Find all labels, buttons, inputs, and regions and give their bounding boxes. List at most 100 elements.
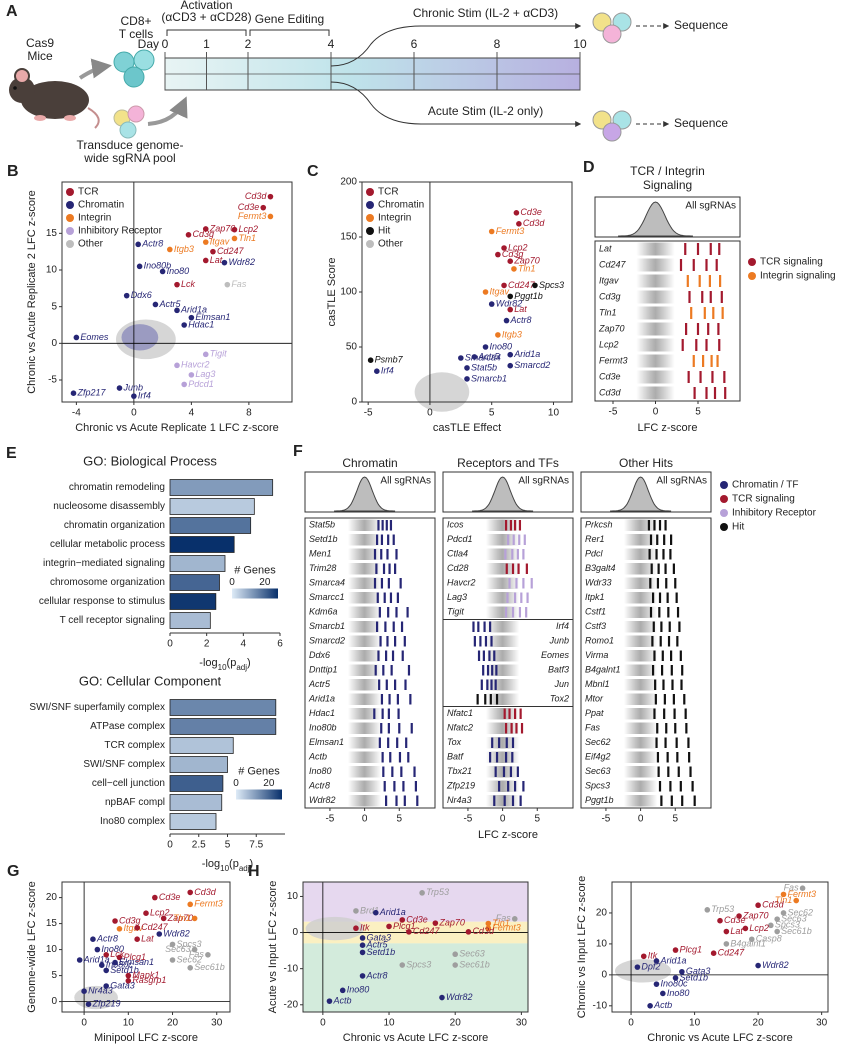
- point-label: Gata3: [686, 966, 711, 976]
- data-point: [488, 228, 495, 235]
- data-point: [187, 965, 194, 971]
- x-tick-label: -4: [72, 408, 81, 419]
- data-point: [81, 988, 87, 994]
- bar: [169, 718, 277, 735]
- data-point: [160, 915, 167, 922]
- day-label: 4: [328, 37, 335, 51]
- bar: [169, 737, 234, 754]
- data-point: [174, 362, 180, 369]
- legend-label: Integrin signaling: [760, 271, 836, 282]
- background-cloud: [305, 916, 365, 941]
- row-background: [323, 635, 427, 647]
- x-tick-label: 5: [396, 814, 402, 825]
- row-background: [323, 519, 427, 531]
- x-tick-label: 10: [383, 1018, 395, 1029]
- x-tick-label: 30: [816, 1018, 828, 1029]
- point-label: Zfp217: [77, 388, 107, 398]
- data-point: [174, 307, 180, 314]
- y-tick-label: 200: [340, 177, 357, 188]
- point-label: Arid1a: [180, 305, 207, 315]
- y-tick-label: 5: [51, 301, 57, 312]
- chronic-label: Chronic Stim (IL-2 + αCD3): [413, 6, 558, 20]
- data-point: [768, 922, 774, 929]
- data-point: [169, 957, 176, 963]
- point-label: Casp8: [756, 934, 782, 944]
- x-axis-title: -log10(padj): [202, 858, 253, 873]
- gene-label: Cd3d: [599, 387, 622, 397]
- point-label: Wdr82: [446, 992, 473, 1002]
- gene-label: Wdr33: [585, 578, 612, 588]
- point-label: Spcs3: [177, 939, 202, 949]
- point-label: Itgav: [490, 286, 510, 296]
- bar: [169, 517, 252, 534]
- gene-label: Tln1: [599, 307, 617, 317]
- t-cells: [113, 49, 155, 88]
- legend-label: Other: [78, 239, 104, 250]
- gene-label: Mtor: [585, 694, 604, 704]
- y-axis-title: Acute vs Input LFC z-score: [267, 881, 279, 1014]
- x-axis-title-part: ): [247, 657, 251, 669]
- panel-label: F: [293, 443, 303, 460]
- legend-label: Chromatin / TF: [732, 480, 799, 491]
- legend-label: Hit: [732, 522, 744, 533]
- background-cloud: [614, 959, 672, 983]
- data-point: [156, 931, 163, 937]
- data-point: [793, 897, 800, 904]
- row-background: [461, 650, 565, 662]
- data-point: [221, 259, 228, 266]
- data-point: [187, 889, 194, 896]
- point-label: Trp53: [711, 904, 734, 914]
- colorbar-tick-label: 20: [263, 778, 275, 789]
- point-label: Arid1a: [379, 907, 406, 917]
- point-label: Dpf2: [641, 961, 660, 971]
- data-point: [205, 952, 211, 958]
- day-label: 6: [411, 37, 418, 51]
- row-background: [599, 795, 703, 807]
- y-tick-label: -20: [284, 999, 299, 1010]
- data-point: [116, 385, 123, 391]
- data-point: [103, 983, 110, 989]
- point-label: Spcs3: [775, 920, 800, 930]
- point-label: Cd247: [217, 246, 245, 256]
- point-label: Arid1a: [513, 349, 540, 359]
- data-point: [135, 241, 141, 248]
- acute-label: Acute Stim (IL-2 only): [428, 104, 543, 118]
- x-tick-label: 0: [427, 408, 433, 419]
- data-point: [231, 226, 238, 233]
- x-tick-label: -5: [463, 814, 472, 825]
- legend-label: Integrin: [378, 213, 411, 224]
- point-label: Cd3e: [520, 207, 542, 217]
- row-background: [613, 354, 732, 368]
- background-cloud: [414, 372, 470, 412]
- data-point: [755, 902, 761, 909]
- category-label: cellular response to stimulus: [39, 596, 165, 607]
- colorbar: [236, 789, 282, 800]
- data-point: [152, 301, 159, 308]
- gene-label: Ino80b: [309, 723, 337, 733]
- y-tick-label: 150: [340, 232, 357, 243]
- x-tick-label: 5: [489, 408, 495, 419]
- data-point: [419, 890, 425, 896]
- point-label: Arid1a: [83, 954, 110, 964]
- chart-title: GO: Cellular Component: [79, 673, 222, 688]
- legend-marker: [66, 227, 74, 235]
- data-point: [224, 281, 231, 288]
- legend-label: TCR: [378, 187, 399, 198]
- data-point: [465, 929, 472, 935]
- data-point: [359, 935, 366, 941]
- chronic-arrow: [330, 23, 582, 67]
- row-background: [599, 650, 703, 662]
- y-axis-title: Genome-wide LFC z-score: [26, 881, 38, 1012]
- point-label: Gata3: [110, 980, 135, 990]
- gene-label: Sec62: [585, 737, 611, 747]
- category-label: T cell receptor signaling: [60, 615, 165, 626]
- gene-label: B3galt4: [585, 563, 616, 573]
- data-point: [73, 334, 80, 341]
- gene-label: Dnttip1: [309, 665, 338, 675]
- data-point: [503, 317, 510, 324]
- point-label: Spcs3: [406, 959, 431, 969]
- point-label: Cd3e: [406, 914, 428, 924]
- data-point: [152, 894, 158, 901]
- gene-label: Sec63: [585, 766, 611, 776]
- point-label: Zap70: [742, 910, 769, 920]
